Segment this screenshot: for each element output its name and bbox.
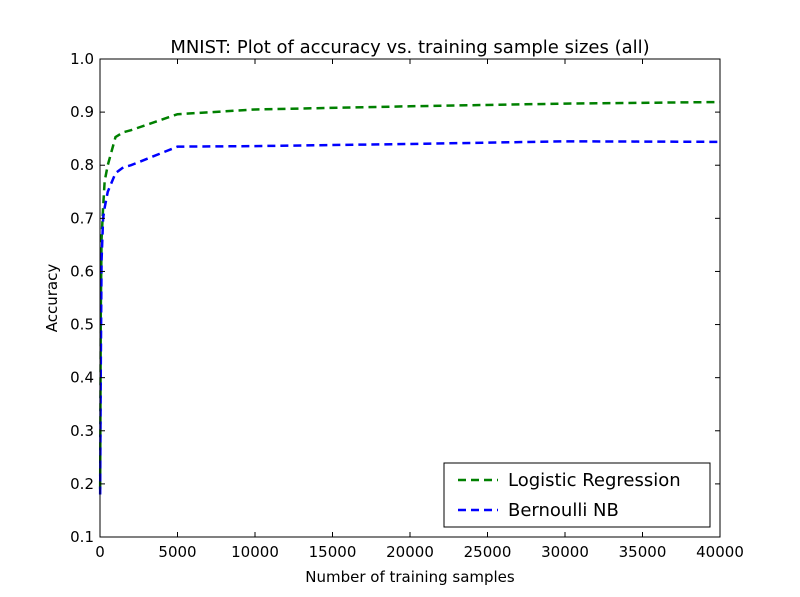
plot-area [98,100,721,495]
x-tick-label: 20000 [386,543,434,561]
y-axis-label: Accuracy [43,264,61,333]
y-tick-label: 0.2 [70,475,94,493]
x-tick-label: 35000 [619,543,667,561]
axis-ticks: 0 5000 10000 15000 20000 25000 30000 35000 40000… [70,50,744,561]
x-tick-label: 25000 [464,543,512,561]
y-tick-label: 0.5 [70,316,94,334]
y-tick-label: 1.0 [70,50,94,68]
y-tick-label: 0.3 [70,422,94,440]
y-tick-label: 0.9 [70,103,94,121]
legend-box [443,462,711,528]
x-tick-label: 40000 [696,543,744,561]
chart-title: MNIST: Plot of accuracy vs. training sam… [170,37,649,58]
x-tick-label: 5000 [158,543,196,561]
y-tick-label: 0.8 [70,156,94,174]
y-tick-label: 0.1 [70,528,94,546]
x-tick-label: 30000 [541,543,589,561]
y-tick-label: 0.6 [70,262,94,280]
y-tick-label: 0.4 [70,369,94,387]
legend: Logistic Regression Bernoulli NB [443,462,711,528]
x-tick-label: 10000 [231,543,279,561]
legend-label-bernoulli-nb: Bernoulli NB [508,500,619,521]
series-line-logistic-regression [98,100,721,490]
series-line-bernoulli-nb [98,140,721,495]
x-tick-label: 0 [95,543,105,561]
plot-frame [99,58,721,538]
y-tick-label: 0.7 [70,209,94,227]
legend-label-logistic-regression: Logistic Regression [508,470,681,491]
x-axis-label: Number of training samples [305,568,515,586]
x-tick-label: 15000 [309,543,357,561]
